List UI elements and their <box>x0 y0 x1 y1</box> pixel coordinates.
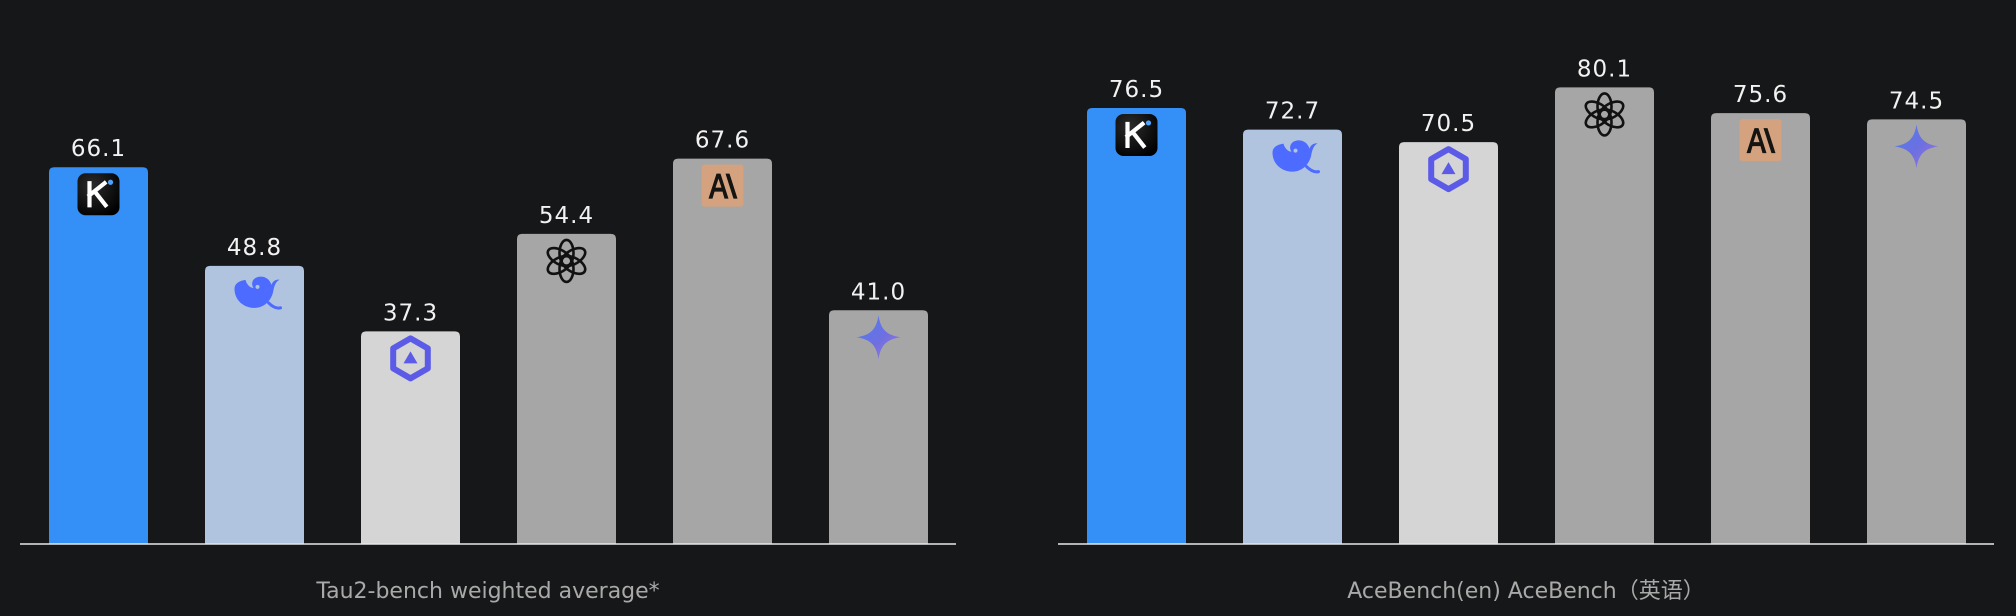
bar <box>1555 87 1654 545</box>
chart-panel-acebench: 76.5 72.7 70.5 80.1 75.6 74.5 AceBench(en) Ace… <box>1058 56 1994 604</box>
data-label: 54.4 <box>539 203 594 229</box>
deepseek-whale-icon <box>1272 140 1320 174</box>
data-label: 72.7 <box>1265 99 1320 125</box>
gemini-sparkle-icon <box>856 315 901 360</box>
bar <box>673 158 772 544</box>
data-label: 41.0 <box>851 279 906 305</box>
bar <box>1243 129 1342 545</box>
data-label: 48.8 <box>227 235 282 261</box>
x-axis-label: Tau2-bench weighted average* <box>315 579 659 604</box>
data-label: 66.1 <box>71 136 126 162</box>
anthropic-logo-icon <box>1739 119 1782 162</box>
kimi-logo-icon <box>77 173 120 216</box>
bar <box>1087 107 1186 544</box>
qwen-logo-icon <box>1428 146 1469 193</box>
data-label: 70.5 <box>1421 111 1476 137</box>
deepseek-whale-icon <box>234 276 282 310</box>
qwen-logo-icon <box>390 335 431 382</box>
openai-logo-icon <box>1584 92 1625 137</box>
x-axis-label: AceBench(en) AceBench（英语） <box>1347 579 1704 604</box>
bar <box>1867 119 1966 544</box>
gemini-sparkle-icon <box>1894 124 1939 169</box>
data-label: 80.1 <box>1577 56 1632 82</box>
bar <box>205 265 304 544</box>
anthropic-logo-icon <box>701 164 744 207</box>
bar <box>1399 142 1498 544</box>
data-label: 67.6 <box>695 128 750 154</box>
kimi-logo-icon <box>1115 113 1158 156</box>
bar <box>1711 113 1810 544</box>
bar <box>49 167 148 545</box>
bar <box>517 233 616 545</box>
chart-panel-tau2: 66.1 48.8 37.3 54.4 67.6 41.0 Tau2-bench weigh… <box>20 128 956 604</box>
data-label: 74.5 <box>1889 88 1944 114</box>
bar <box>829 310 928 544</box>
openai-logo-icon <box>546 238 587 284</box>
data-label: 37.3 <box>383 300 438 326</box>
bar <box>361 331 460 544</box>
data-label: 75.6 <box>1733 82 1788 108</box>
data-label: 76.5 <box>1109 77 1164 103</box>
